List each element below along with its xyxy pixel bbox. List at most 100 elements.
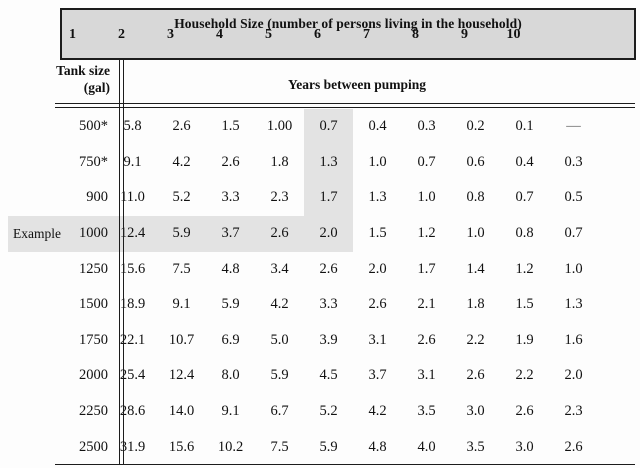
years-value-cell: 2.2 <box>466 331 485 348</box>
years-value-cell: 2.6 <box>221 153 240 170</box>
household-size-column-header: 9 <box>461 27 468 42</box>
years-value-cell: 4.2 <box>270 296 289 313</box>
years-value-cell: 5.8 <box>123 118 142 135</box>
years-value-cell: 15.6 <box>119 260 146 277</box>
years-value-cell: 1.00 <box>266 118 293 135</box>
years-value-cell: 2.2 <box>515 367 534 384</box>
table-row: 2500 31.9 15.6 10.2 7.5 5.9 4.8 4.0 3.5 3.0 2.6 <box>0 429 640 465</box>
table-row: 750* 9.1 4.2 2.6 1.8 1.3 1.0 0.7 0.6 0.4 0.3 <box>0 145 640 181</box>
years-value-cell: 14.0 <box>168 403 195 420</box>
years-value-cell: 3.0 <box>466 403 485 420</box>
years-value-cell: 10.7 <box>168 331 195 348</box>
years-value-cell: 4.5 <box>319 367 338 384</box>
years-value-cell: 3.1 <box>368 331 387 348</box>
years-value-cell: 0.7 <box>564 225 583 242</box>
double-horizontal-rule <box>55 103 635 108</box>
tank-size-cell: 1000 <box>79 225 108 242</box>
years-value-cell: 9.1 <box>172 296 191 313</box>
years-value-cell: 2.6 <box>417 331 436 348</box>
household-size-column-header: 4 <box>216 27 223 42</box>
household-size-column-header: 7 <box>363 27 370 42</box>
years-value-cell: 1.8 <box>466 296 485 313</box>
years-value-cell: 0.2 <box>466 118 485 135</box>
years-value-cell: 1.0 <box>466 225 485 242</box>
years-value-cell: 5.9 <box>221 296 240 313</box>
years-value-cell: 0.7 <box>417 153 436 170</box>
table-row: 1500 18.9 9.1 5.9 4.2 3.3 2.6 2.1 1.8 1.5 1.3 <box>0 287 640 323</box>
years-value-cell: 1.5 <box>368 225 387 242</box>
years-between-pumping-label: Years between pumping <box>287 77 426 92</box>
years-value-cell: 3.1 <box>417 367 436 384</box>
table-row: 500* 5.8 2.6 1.5 1.00 0.7 0.4 0.3 0.2 0.1 — <box>0 109 640 145</box>
years-value-cell: 4.2 <box>172 153 191 170</box>
years-value-cell: 28.6 <box>119 403 146 420</box>
household-size-column-header: 3 <box>167 27 174 42</box>
years-value-cell: 5.0 <box>270 331 289 348</box>
table-row: 900 11.0 5.2 3.3 2.3 1.7 1.3 1.0 0.8 0.7 0.5 <box>0 180 640 216</box>
years-value-cell: 5.2 <box>319 403 338 420</box>
tank-size-cell: 1750 <box>79 331 108 348</box>
example-label: Example <box>13 226 61 241</box>
years-value-cell: 1.4 <box>466 260 485 277</box>
years-value-cell: 2.0 <box>319 225 338 242</box>
years-value-cell: 5.9 <box>270 367 289 384</box>
years-value-cell: 0.8 <box>466 189 485 206</box>
years-value-cell: 8.0 <box>221 367 240 384</box>
years-value-cell: 22.1 <box>119 331 146 348</box>
years-value-cell: 3.3 <box>319 296 338 313</box>
years-value-cell: 1.6 <box>564 331 583 348</box>
years-value-cell: 9.1 <box>123 153 142 170</box>
tank-size-header-line2: (gal) <box>83 79 110 95</box>
years-value-cell: 31.9 <box>119 438 146 455</box>
years-value-cell: 0.6 <box>466 153 485 170</box>
household-size-column-header: 10 <box>506 27 521 42</box>
years-value-cell: 0.4 <box>368 118 387 135</box>
years-value-cell: 2.6 <box>564 438 583 455</box>
years-value-cell: 4.8 <box>221 260 240 277</box>
table-row: 2250 28.6 14.0 9.1 6.7 5.2 4.2 3.5 3.0 2.6 2.3 <box>0 394 640 430</box>
years-value-cell: 2.6 <box>319 260 338 277</box>
household-size-column-header: 8 <box>412 27 419 42</box>
years-value-cell: 5.2 <box>172 189 191 206</box>
tank-size-cell: 2000 <box>79 367 108 384</box>
years-value-cell: 0.7 <box>319 118 338 135</box>
tank-size-column-header: Tank size (gal) <box>0 63 110 97</box>
years-value-cell: 3.0 <box>515 438 534 455</box>
household-size-column-header: 5 <box>265 27 272 42</box>
years-value-cell: 11.0 <box>120 189 145 206</box>
tank-size-cell: 2500 <box>79 438 108 455</box>
years-value-cell: 1.3 <box>319 153 338 170</box>
years-value-cell: 4.0 <box>417 438 436 455</box>
tank-size-cell: 1250 <box>79 260 108 277</box>
household-size-column-header: 2 <box>118 27 125 42</box>
years-value-cell: 12.4 <box>119 225 146 242</box>
household-size-column-header: 1 <box>69 27 76 42</box>
years-value-cell: 12.4 <box>168 367 195 384</box>
years-value-cell: 0.7 <box>515 189 534 206</box>
years-value-cell: 1.7 <box>417 260 436 277</box>
tank-size-cell: 900 <box>86 189 108 206</box>
tank-size-cell: 2250 <box>79 403 108 420</box>
years-value-cell: 3.3 <box>221 189 240 206</box>
years-value-cell: 10.2 <box>217 438 244 455</box>
years-value-cell: 0.5 <box>564 189 583 206</box>
years-value-cell: 2.6 <box>172 118 191 135</box>
years-value-cell: 0.3 <box>564 153 583 170</box>
years-value-cell: 3.5 <box>466 438 485 455</box>
years-value-cell: 5.9 <box>172 225 191 242</box>
years-value-cell: 0.4 <box>515 153 534 170</box>
table-row: 1250 15.6 7.5 4.8 3.4 2.6 2.0 1.7 1.4 1.2 1.0 <box>0 251 640 287</box>
household-size-header-box: Household Size (number of persons living… <box>60 8 636 60</box>
years-value-cell: 1.5 <box>221 118 240 135</box>
table-row-example: 1000 12.4 5.9 3.7 2.6 2.0 1.5 1.2 1.0 0.8 0.7 <box>0 216 640 252</box>
years-value-cell: 4.8 <box>368 438 387 455</box>
years-value-cell: 2.6 <box>368 296 387 313</box>
years-value-cell: 0.1 <box>515 118 534 135</box>
years-value-cell: 0.8 <box>515 225 534 242</box>
years-value-cell: 2.6 <box>270 225 289 242</box>
years-value-cell: 1.9 <box>515 331 534 348</box>
double-vertical-rule <box>119 58 124 465</box>
years-value-cell: — <box>566 118 581 135</box>
years-value-cell: 7.5 <box>270 438 289 455</box>
